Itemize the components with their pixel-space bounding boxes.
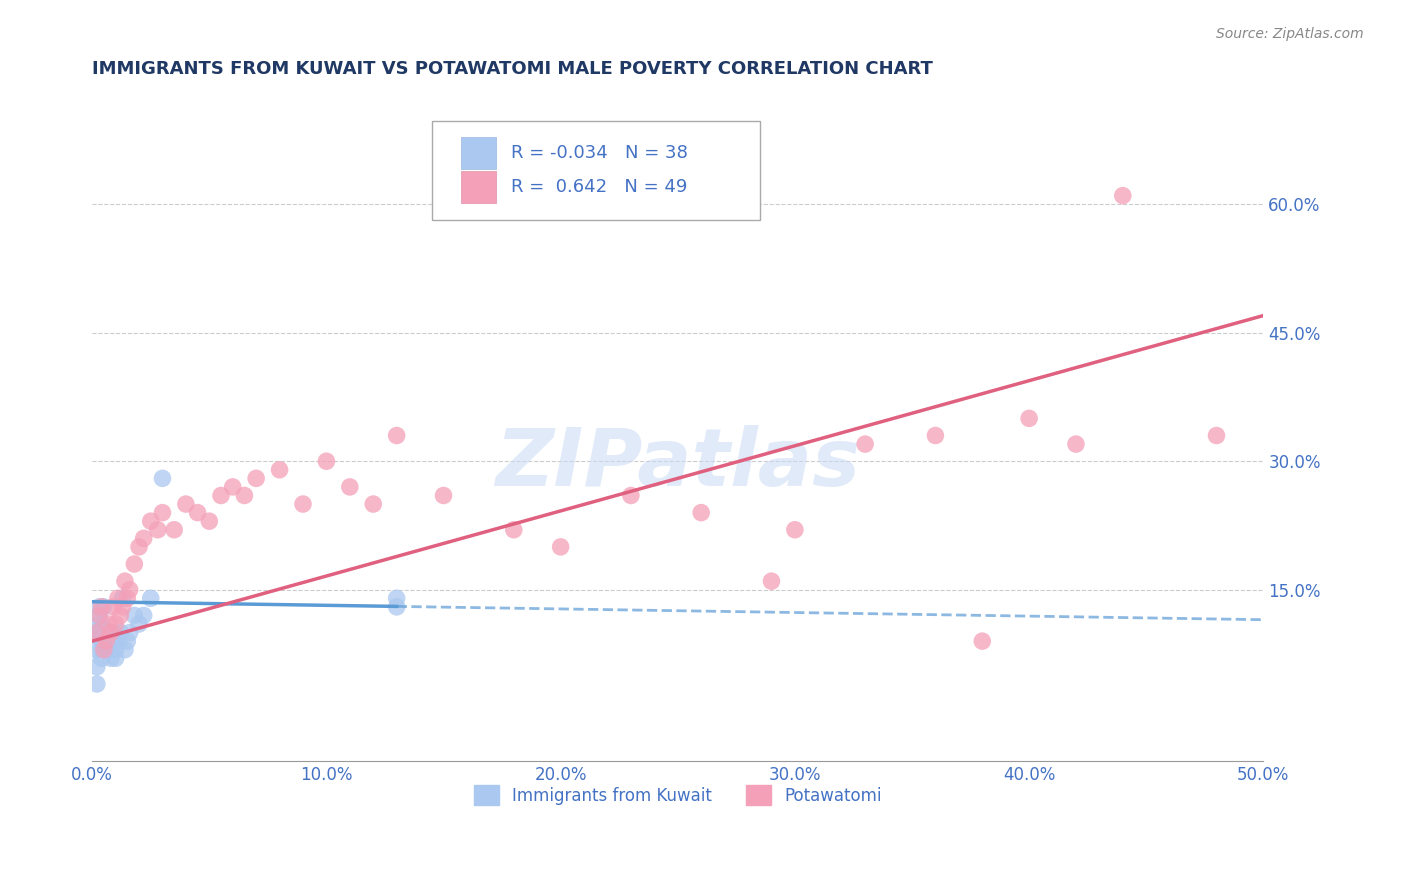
- Point: [124, 608, 146, 623]
- Point: [96, 634, 118, 648]
- Point: [1205, 428, 1227, 442]
- Point: [385, 599, 408, 614]
- Point: [187, 506, 209, 520]
- Point: [233, 488, 256, 502]
- Point: [107, 591, 129, 606]
- Text: R = -0.034   N = 38: R = -0.034 N = 38: [512, 144, 689, 161]
- Point: [97, 617, 120, 632]
- Point: [502, 523, 524, 537]
- Point: [96, 625, 118, 640]
- Point: [90, 599, 112, 614]
- Point: [117, 634, 139, 648]
- Legend: Immigrants from Kuwait, Potawatomi: Immigrants from Kuwait, Potawatomi: [467, 779, 889, 812]
- Point: [107, 634, 129, 648]
- Point: [245, 471, 267, 485]
- Point: [339, 480, 361, 494]
- Point: [93, 642, 115, 657]
- Point: [93, 634, 115, 648]
- FancyBboxPatch shape: [432, 121, 759, 220]
- Point: [90, 625, 112, 640]
- Point: [86, 642, 108, 657]
- Point: [93, 599, 115, 614]
- Point: [152, 471, 174, 485]
- Point: [139, 514, 162, 528]
- Text: R =  0.642   N = 49: R = 0.642 N = 49: [512, 178, 688, 196]
- Point: [90, 617, 112, 632]
- Point: [1112, 188, 1135, 202]
- Point: [174, 497, 197, 511]
- Point: [89, 599, 111, 614]
- Point: [89, 608, 111, 623]
- Point: [361, 497, 384, 511]
- Point: [315, 454, 337, 468]
- Point: [110, 608, 132, 623]
- Point: [128, 540, 150, 554]
- Bar: [461, 171, 496, 203]
- Point: [103, 599, 125, 614]
- Point: [100, 651, 122, 665]
- Point: [117, 591, 139, 606]
- Bar: [461, 137, 496, 169]
- Point: [111, 599, 134, 614]
- Point: [114, 642, 136, 657]
- Point: [97, 642, 120, 657]
- Point: [104, 642, 127, 657]
- Point: [924, 428, 946, 442]
- Point: [432, 488, 454, 502]
- Point: [100, 625, 122, 640]
- Point: [86, 677, 108, 691]
- Point: [90, 642, 112, 657]
- Point: [385, 428, 408, 442]
- Point: [853, 437, 876, 451]
- Point: [761, 574, 783, 589]
- Point: [385, 591, 408, 606]
- Point: [104, 617, 127, 632]
- Text: Source: ZipAtlas.com: Source: ZipAtlas.com: [1216, 27, 1364, 41]
- Point: [86, 660, 108, 674]
- Point: [118, 625, 141, 640]
- Point: [222, 480, 245, 494]
- Point: [96, 634, 118, 648]
- Point: [124, 557, 146, 571]
- Point: [620, 488, 643, 502]
- Point: [1018, 411, 1040, 425]
- Point: [118, 582, 141, 597]
- Point: [146, 523, 169, 537]
- Point: [291, 497, 314, 511]
- Point: [783, 523, 806, 537]
- Text: IMMIGRANTS FROM KUWAIT VS POTAWATOMI MALE POVERTY CORRELATION CHART: IMMIGRANTS FROM KUWAIT VS POTAWATOMI MAL…: [93, 60, 934, 78]
- Point: [90, 651, 112, 665]
- Point: [114, 574, 136, 589]
- Point: [90, 634, 112, 648]
- Point: [103, 625, 125, 640]
- Point: [269, 463, 291, 477]
- Point: [89, 625, 111, 640]
- Point: [93, 625, 115, 640]
- Point: [132, 531, 155, 545]
- Point: [100, 634, 122, 648]
- Point: [152, 506, 174, 520]
- Point: [209, 488, 232, 502]
- Point: [104, 651, 127, 665]
- Point: [128, 617, 150, 632]
- Point: [97, 625, 120, 640]
- Point: [550, 540, 572, 554]
- Point: [972, 634, 994, 648]
- Point: [89, 608, 111, 623]
- Point: [89, 617, 111, 632]
- Point: [132, 608, 155, 623]
- Point: [139, 591, 162, 606]
- Text: ZIPatlas: ZIPatlas: [495, 425, 860, 503]
- Point: [86, 625, 108, 640]
- Point: [1064, 437, 1087, 451]
- Point: [111, 591, 134, 606]
- Point: [690, 506, 713, 520]
- Point: [110, 625, 132, 640]
- Point: [89, 625, 111, 640]
- Point: [163, 523, 186, 537]
- Point: [198, 514, 221, 528]
